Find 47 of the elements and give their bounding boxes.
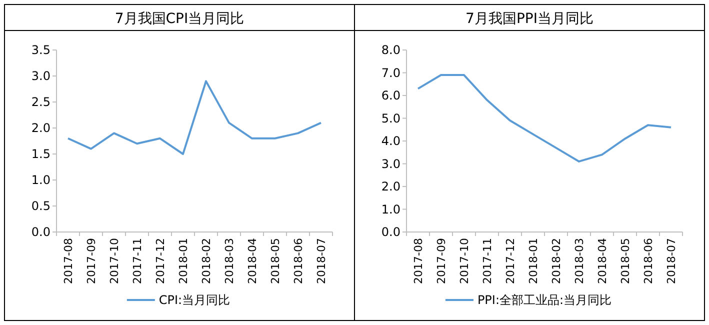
chart-title: 7月我国PPI当月同比: [466, 11, 594, 27]
x-tick-label: 2017-12: [154, 238, 167, 284]
x-tick-label: 2018-05: [618, 238, 632, 284]
x-tick-label: 2017-09: [84, 238, 98, 284]
x-tick-label: 2018-01: [526, 238, 540, 284]
y-tick-label: 1.0: [31, 173, 50, 187]
x-tick-label: 2018-06: [292, 238, 305, 284]
x-tick-label: 2017-11: [130, 238, 144, 284]
x-tick-label: 2018-02: [200, 238, 213, 284]
x-tick-label: 2017-09: [434, 238, 448, 284]
legend-label: CPI:当月同比: [158, 293, 230, 307]
y-tick-label: 3.0: [381, 156, 400, 171]
y-tick-label: 0.0: [381, 225, 400, 239]
x-tick-label: 2017-11: [480, 238, 494, 284]
x-tick-label: 2018-01: [176, 238, 190, 284]
x-tick-label: 2018-06: [642, 238, 655, 284]
y-tick-label: 2.0: [31, 121, 50, 135]
x-tick-label: 2018-03: [222, 238, 236, 284]
legend-label: PPI:全部工业品:当月同比: [477, 293, 612, 307]
x-tick-label: 2018-04: [596, 238, 609, 284]
x-tick-label: 2018-02: [550, 238, 563, 284]
x-tick-label: 2018-03: [572, 238, 586, 284]
y-tick-label: 4.0: [381, 134, 400, 148]
y-tick-label: 0.0: [31, 225, 50, 239]
y-tick-label: 6.0: [381, 88, 400, 102]
x-tick-label: 2018-07: [314, 238, 328, 284]
y-tick-label: 7.0: [381, 66, 400, 80]
y-tick-label: 2.0: [381, 180, 400, 194]
x-tick-label: 2017-08: [62, 238, 75, 284]
x-tick-label: 2017-12: [504, 238, 517, 284]
x-tick-label: 2018-05: [268, 238, 282, 284]
y-tick-label: 1.0: [381, 202, 400, 216]
y-tick-label: 3.5: [31, 43, 50, 57]
x-tick-label: 2018-07: [664, 238, 678, 284]
chart-title: 7月我国CPI当月同比: [114, 11, 244, 27]
y-tick-label: 2.5: [31, 95, 50, 109]
y-tick-label: 5.0: [381, 111, 400, 126]
line-series: [417, 74, 672, 162]
x-tick-label: 2017-10: [458, 238, 471, 284]
x-tick-label: 2018-04: [246, 238, 259, 284]
line-series: [67, 80, 322, 155]
y-tick-label: 8.0: [381, 43, 400, 57]
y-tick-label: 1.5: [31, 147, 50, 161]
x-tick-label: 2017-10: [108, 238, 121, 284]
y-tick-label: 0.5: [31, 199, 50, 213]
y-tick-label: 3.0: [31, 69, 50, 83]
x-tick-label: 2017-08: [412, 238, 425, 284]
